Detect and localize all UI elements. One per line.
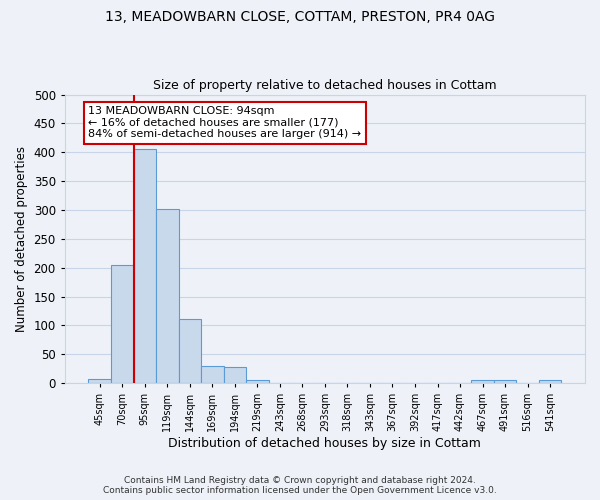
X-axis label: Distribution of detached houses by size in Cottam: Distribution of detached houses by size … xyxy=(169,437,481,450)
Bar xyxy=(88,378,111,383)
Title: Size of property relative to detached houses in Cottam: Size of property relative to detached ho… xyxy=(153,79,497,92)
Bar xyxy=(179,318,201,383)
Bar xyxy=(471,380,494,383)
Text: Contains HM Land Registry data © Crown copyright and database right 2024.
Contai: Contains HM Land Registry data © Crown c… xyxy=(103,476,497,495)
Bar xyxy=(246,380,269,383)
Bar xyxy=(539,380,562,383)
Bar xyxy=(201,366,224,383)
Text: 13 MEADOWBARN CLOSE: 94sqm
← 16% of detached houses are smaller (177)
84% of sem: 13 MEADOWBARN CLOSE: 94sqm ← 16% of deta… xyxy=(88,106,362,140)
Y-axis label: Number of detached properties: Number of detached properties xyxy=(15,146,28,332)
Bar xyxy=(494,380,517,383)
Bar xyxy=(111,265,134,383)
Text: 13, MEADOWBARN CLOSE, COTTAM, PRESTON, PR4 0AG: 13, MEADOWBARN CLOSE, COTTAM, PRESTON, P… xyxy=(105,10,495,24)
Bar xyxy=(224,367,246,383)
Bar xyxy=(156,209,179,383)
Bar xyxy=(134,150,156,383)
